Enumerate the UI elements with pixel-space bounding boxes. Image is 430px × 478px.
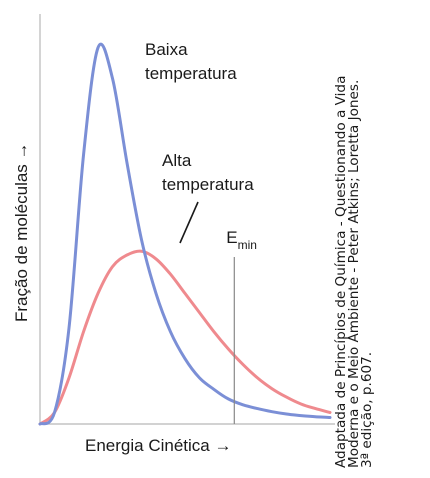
credit-line-3: 3ª edição, p.607. [359, 351, 375, 468]
axes [39, 14, 335, 425]
low-temperature-curve [38, 42, 332, 426]
emin-symbol: E [226, 228, 237, 247]
annotation-low-line1: Baixa [145, 40, 188, 59]
x-axis-label: Energia Cinética → [85, 436, 231, 455]
annotation-high-line2: temperatura [162, 175, 254, 194]
y-axis-label: Fração de moléculas → [12, 142, 31, 322]
high-temperature-curve [38, 249, 332, 426]
annotation-pointer [179, 201, 199, 244]
annotation-low-line2: temperatura [145, 64, 237, 83]
emin-subscript: min [238, 238, 257, 252]
annotation-high-line1: Alta [162, 151, 192, 170]
source-credit: Adaptada de Princípios de Química - Ques… [333, 8, 425, 468]
emin-label: Emin [226, 228, 257, 252]
